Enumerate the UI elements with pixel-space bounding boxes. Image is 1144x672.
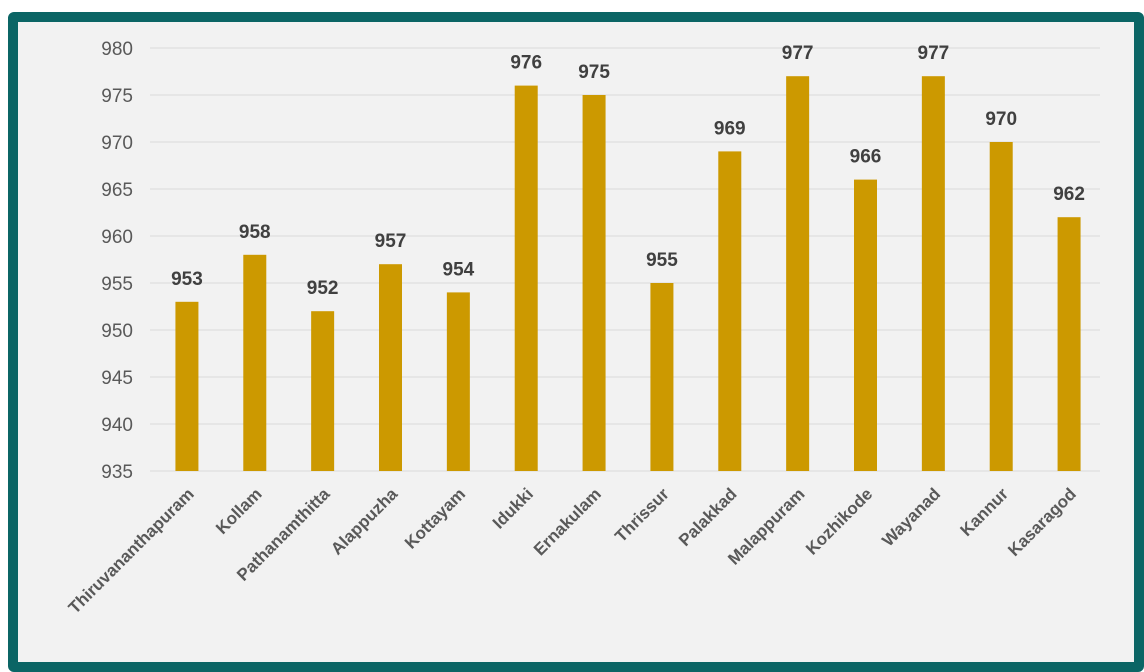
data-label: 953: [171, 269, 203, 290]
y-tick-label: 950: [101, 321, 133, 342]
data-label: 957: [375, 231, 407, 252]
x-tick-label: Palakkad: [675, 484, 741, 550]
x-tick-label: Alappuzha: [327, 484, 402, 559]
data-labels: 953 958 952 957 954 976 975 955 969 977 966 977 970 9…: [171, 43, 1085, 299]
bar: [582, 95, 606, 471]
bar: [446, 292, 470, 471]
bar: [921, 76, 945, 471]
x-tick-label: Ernakulam: [530, 484, 605, 559]
bar: [514, 85, 538, 471]
x-axis-labels: Thiruvananthapuram KollamPathanamthittaAl…: [65, 484, 1080, 617]
data-label: 977: [918, 43, 950, 64]
x-tick-label: Thiruvananthapuram: [65, 484, 198, 617]
data-label: 958: [239, 222, 271, 243]
x-tick-label: Kozhikode: [802, 484, 876, 558]
y-tick-label: 945: [101, 368, 133, 389]
y-tick-label: 960: [101, 227, 133, 248]
bar: [1057, 217, 1081, 471]
y-tick-label: 975: [101, 86, 133, 107]
bar: [311, 311, 335, 471]
bar: [854, 179, 877, 471]
y-tick-label: 940: [101, 415, 133, 436]
y-axis-ticks: 980 975 970 965 960 955 950 945 940 935: [101, 39, 133, 483]
x-tick-label: Kannur: [957, 484, 1013, 540]
bar: [786, 76, 810, 471]
data-label: 975: [578, 62, 610, 83]
bar: [379, 264, 402, 471]
bar: [989, 142, 1013, 471]
x-tick-label: Kasaragod: [1004, 484, 1080, 560]
data-label: 962: [1053, 184, 1085, 205]
data-label: 954: [443, 259, 475, 280]
data-label: 970: [985, 109, 1017, 130]
y-tick-label: 935: [101, 462, 133, 483]
y-tick-label: 955: [101, 274, 133, 295]
y-tick-label: 980: [101, 39, 133, 60]
bar: [175, 301, 199, 471]
data-label: 952: [307, 278, 339, 299]
x-tick-label: Wayanad: [878, 484, 944, 550]
bar: [650, 283, 674, 471]
x-tick-label: Kottayam: [401, 484, 469, 552]
gridlines: [150, 47, 1100, 472]
x-tick-label: Thrissur: [611, 484, 673, 546]
data-label: 976: [510, 53, 542, 74]
x-tick-label: Idukki: [489, 484, 537, 532]
bar: [243, 254, 267, 471]
bar: [718, 151, 742, 471]
data-label: 966: [850, 147, 882, 168]
y-tick-label: 970: [101, 133, 133, 154]
data-label: 977: [782, 43, 814, 64]
data-label: 955: [646, 250, 678, 271]
data-label: 969: [714, 118, 746, 139]
y-tick-label: 965: [101, 180, 133, 201]
bars: [175, 76, 1081, 471]
x-tick-label: Kollam: [212, 484, 266, 538]
